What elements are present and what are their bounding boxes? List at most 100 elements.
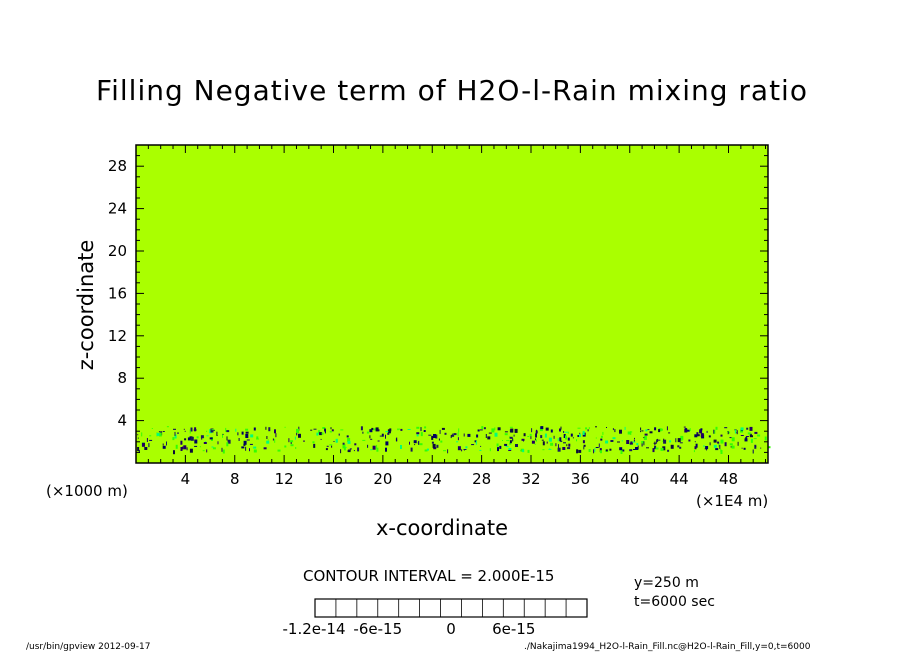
noise-cell [245, 446, 247, 451]
noise-cell [298, 433, 301, 438]
noise-cell [654, 441, 656, 446]
noise-cell [564, 431, 568, 433]
noise-cell [658, 428, 662, 432]
noise-cell [670, 444, 674, 449]
noise-cell [397, 429, 399, 431]
noise-cell [166, 426, 169, 428]
noise-cell [684, 428, 688, 433]
noise-cell [137, 434, 139, 436]
noise-cell [576, 439, 577, 442]
noise-cell [432, 443, 436, 448]
noise-cell [417, 442, 419, 444]
y-axis-label: z-coordinate [74, 239, 98, 371]
noise-cell [284, 445, 287, 448]
noise-cell [643, 441, 645, 446]
noise-cell [189, 448, 193, 453]
noise-cell [142, 442, 145, 447]
noise-cell [465, 446, 468, 449]
noise-cell [548, 437, 552, 442]
noise-cell [696, 432, 699, 437]
noise-cell [626, 440, 630, 444]
noise-cell [505, 446, 509, 448]
noise-cell [322, 427, 326, 429]
noise-cell [656, 439, 658, 444]
noise-cell [310, 429, 313, 431]
noise-cell [709, 442, 711, 446]
noise-cell [268, 427, 271, 432]
noise-cell [144, 447, 148, 450]
noise-cell [688, 439, 691, 442]
noise-cell [593, 449, 595, 454]
noise-cell [222, 449, 225, 454]
noise-cell [646, 447, 649, 449]
noise-cell [453, 433, 457, 436]
footer-left: /usr/bin/gpview 2012-09-17 [26, 642, 151, 652]
noise-cell [566, 444, 568, 447]
noise-cell [424, 426, 427, 429]
colorbar-label: -6e-15 [353, 620, 402, 638]
noise-cell [634, 437, 635, 439]
noise-cell [266, 436, 268, 439]
noise-cell [476, 434, 479, 438]
noise-cell [212, 447, 216, 450]
noise-cell [174, 431, 176, 436]
noise-cell [685, 428, 687, 431]
noise-cell [643, 437, 645, 439]
noise-cell [560, 440, 563, 442]
noise-cell [344, 446, 347, 448]
noise-cell [602, 431, 604, 435]
noise-cell [211, 429, 215, 431]
noise-cell [705, 446, 709, 449]
noise-cell [745, 436, 749, 437]
noise-cell [413, 440, 417, 444]
noise-cell [180, 447, 183, 451]
noise-cell [409, 441, 410, 445]
noise-cell [209, 437, 213, 440]
noise-cell [522, 449, 525, 453]
noise-cell [419, 443, 423, 446]
noise-cell [677, 438, 681, 443]
colorbar: -1.2e-14 -6e-15 0 6e-15 [283, 598, 588, 638]
noise-cell [376, 447, 379, 452]
noise-cell [567, 437, 570, 441]
noise-cell [570, 433, 573, 437]
noise-cell [343, 447, 346, 451]
noise-cell [577, 435, 580, 437]
noise-cell [559, 428, 561, 432]
noise-cell [353, 450, 355, 452]
noise-cell [274, 438, 276, 443]
x-tick-label: 32 [521, 470, 540, 488]
noise-cell [660, 447, 664, 451]
noise-cell [513, 434, 515, 437]
noise-cell [423, 430, 426, 432]
noise-cell [600, 438, 603, 441]
noise-cell [416, 434, 419, 437]
noise-cell [724, 442, 727, 447]
noise-cell [521, 438, 525, 441]
noise-cell [357, 447, 360, 452]
noise-cell [520, 450, 522, 452]
noise-cell [400, 428, 403, 431]
noise-cell [471, 444, 475, 446]
y-tick-label: 20 [108, 242, 127, 260]
noise-cell [617, 441, 620, 443]
noise-cell [166, 441, 167, 446]
noise-cell [582, 440, 585, 444]
noise-cell [457, 432, 459, 437]
noise-cell [693, 450, 695, 453]
noise-cell [546, 441, 548, 444]
noise-cell [696, 434, 698, 437]
noise-cell [622, 449, 625, 452]
noise-cell [354, 443, 357, 446]
noise-cell [641, 430, 644, 432]
noise-cell [563, 431, 565, 433]
noise-cell [746, 427, 749, 430]
noise-cell [510, 428, 514, 433]
noise-cell [331, 445, 333, 448]
noise-cell [377, 440, 380, 442]
noise-cell [587, 429, 589, 432]
noise-cell [249, 443, 253, 445]
noise-cell [463, 433, 465, 437]
noise-cell [479, 449, 482, 451]
